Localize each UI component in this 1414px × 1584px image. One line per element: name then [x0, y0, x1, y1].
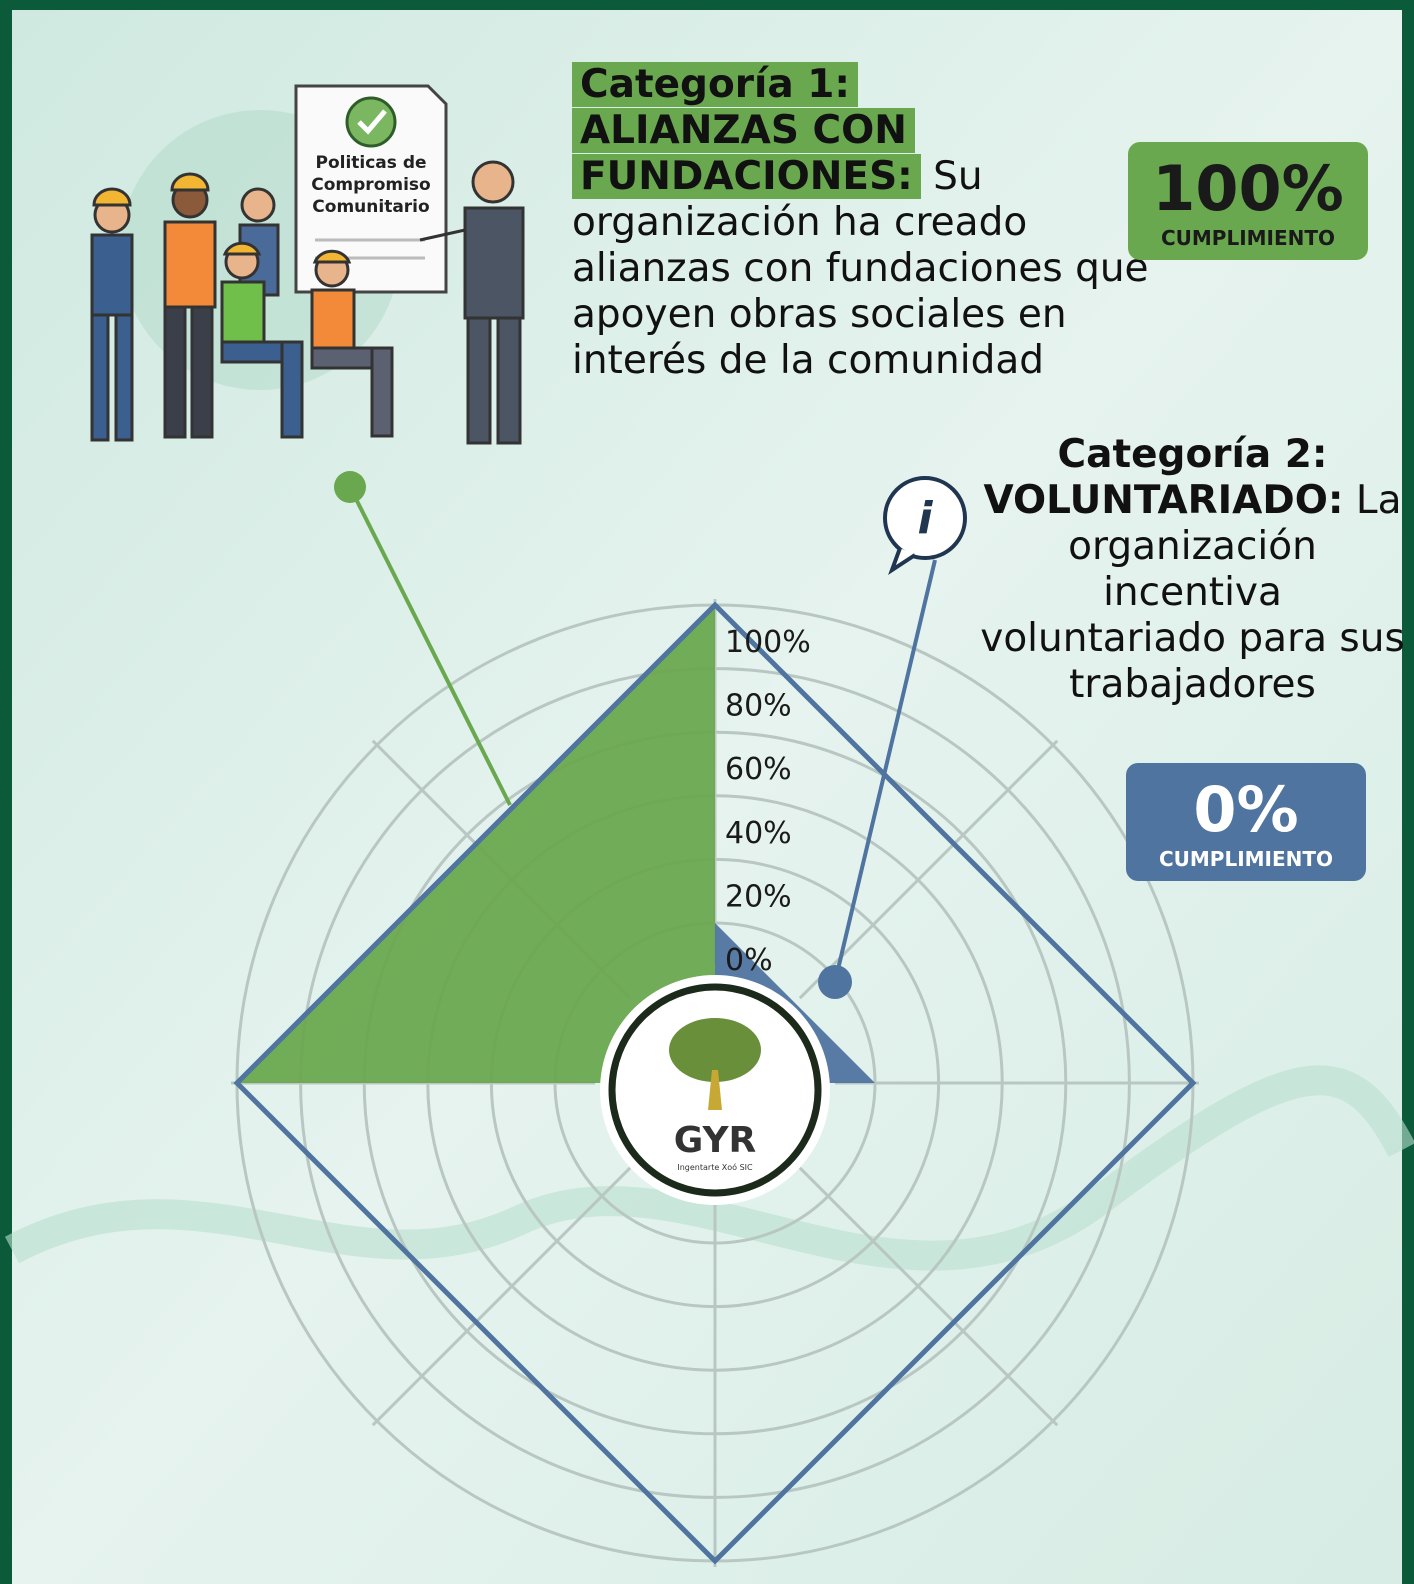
r-tick-label: 40% — [725, 816, 792, 851]
score-badge: 0%CUMPLIMIENTO — [1126, 763, 1366, 881]
sign-text: Politicas de — [315, 153, 426, 173]
r-tick-label: 20% — [725, 879, 792, 914]
category-name: ALIANZAS CON FUNDACIONES: — [572, 108, 921, 199]
sign-text: Compromiso — [311, 175, 430, 195]
r-tick-label: 100% — [725, 625, 811, 660]
logo-name: GYR — [674, 1120, 757, 1161]
score-value: 100% — [1128, 152, 1368, 226]
r-tick-label: 80% — [725, 689, 792, 724]
page: 0% 20% 40% 60% 80% 100% i Politicas de Compro… — [0, 0, 1414, 1584]
score-label: CUMPLIMIENTO — [1128, 226, 1368, 250]
r-tick-label: 0% — [725, 943, 773, 978]
score-value: 0% — [1126, 773, 1366, 847]
logo: GYR Ingentarte Xoó SIC — [600, 975, 830, 1205]
connector-dot — [818, 965, 852, 999]
sign-text: Comunitario — [312, 197, 429, 217]
score-badge: 100%CUMPLIMIENTO — [1128, 142, 1368, 260]
score-label: CUMPLIMIENTO — [1126, 847, 1366, 871]
connector-dot — [334, 471, 366, 503]
r-tick-label: 60% — [725, 752, 792, 787]
category-name: VOLUNTARIADO: — [983, 478, 1343, 523]
category-heading: Categoría 2: — [1058, 432, 1328, 477]
svg-text:i: i — [917, 493, 933, 544]
category-text: Categoría 1:ALIANZAS CON FUNDACIONES: Su… — [572, 62, 1152, 384]
logo-tagline: Ingentarte Xoó SIC — [677, 1162, 753, 1172]
category-text: Categoría 2:VOLUNTARIADO: La organizació… — [975, 432, 1410, 708]
category-heading: Categoría 1: — [572, 62, 858, 107]
